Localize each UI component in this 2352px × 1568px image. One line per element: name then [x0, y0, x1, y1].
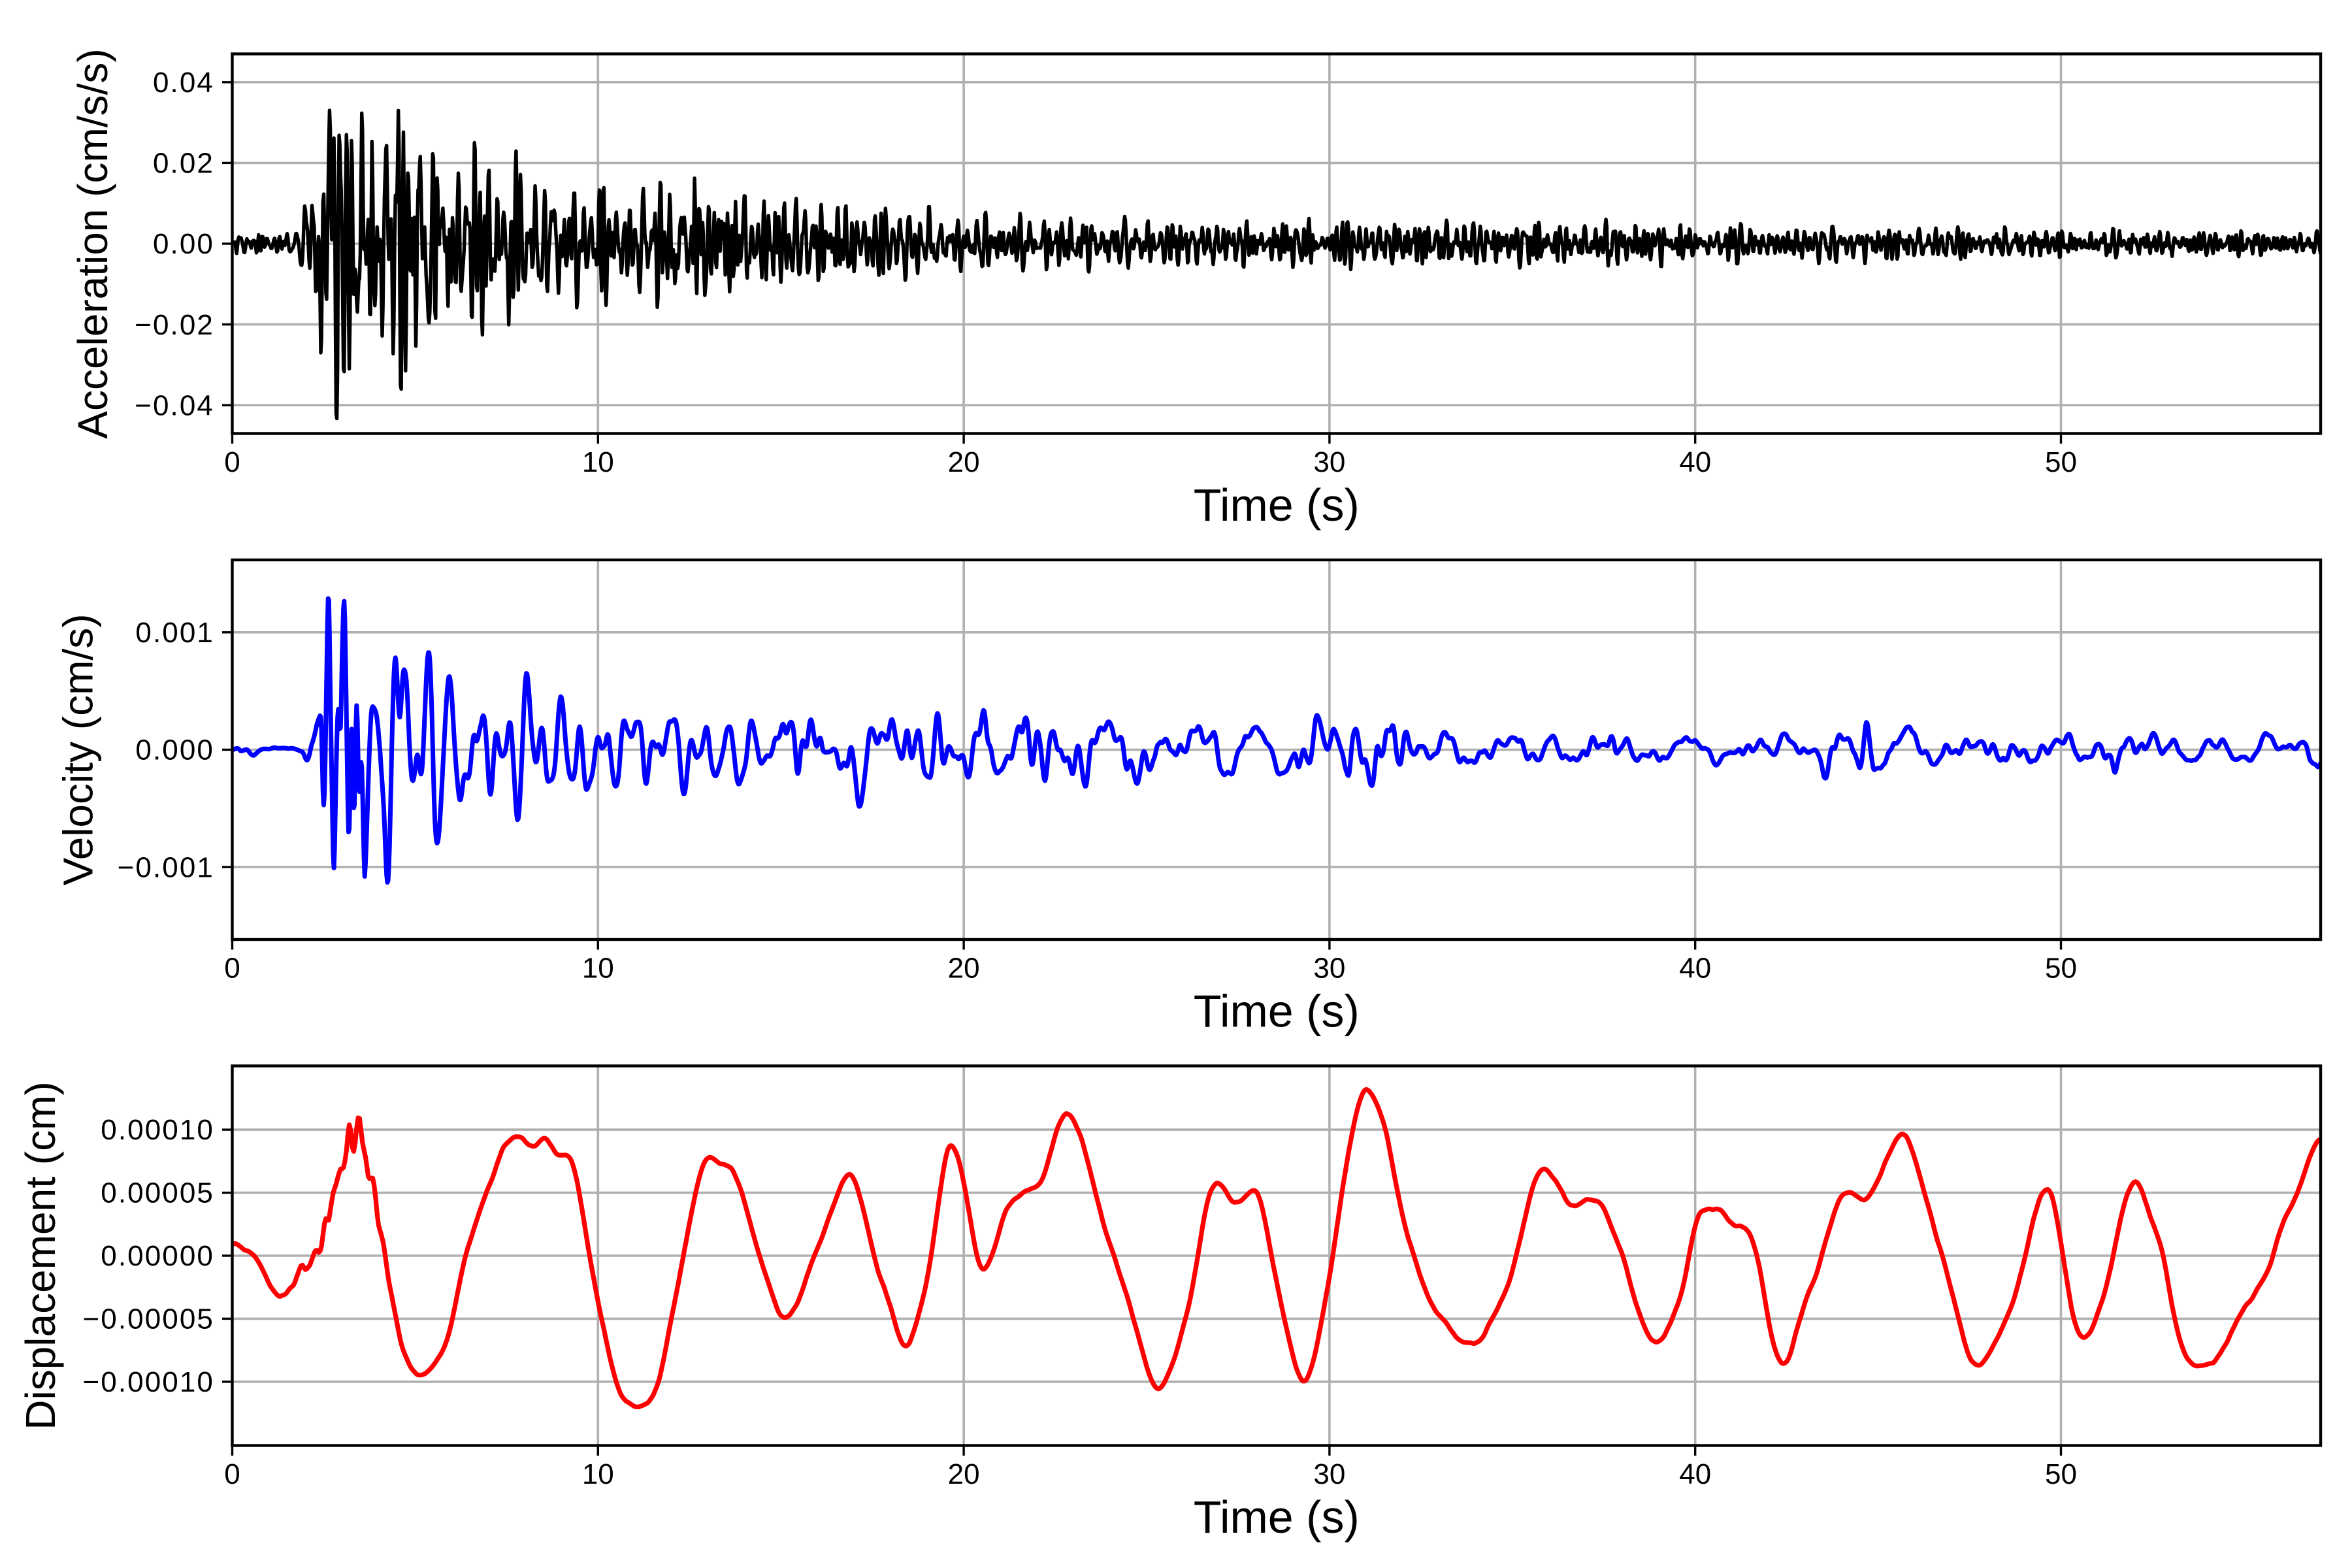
svg-text:40: 40	[1679, 1458, 1711, 1490]
svg-text:0.00010: 0.00010	[101, 1114, 214, 1146]
svg-text:20: 20	[948, 1458, 980, 1490]
svg-text:−0.00005: −0.00005	[82, 1303, 214, 1335]
svg-text:30: 30	[1313, 1458, 1345, 1490]
svg-text:−0.02: −0.02	[135, 309, 214, 341]
svg-text:10: 10	[582, 1458, 614, 1490]
svg-text:10: 10	[582, 446, 614, 478]
svg-text:0.00000: 0.00000	[101, 1240, 214, 1272]
svg-text:0: 0	[224, 446, 240, 478]
svg-text:Velocity (cm/s): Velocity (cm/s)	[55, 613, 102, 885]
svg-text:Displacement (cm): Displacement (cm)	[17, 1081, 64, 1429]
svg-text:30: 30	[1313, 446, 1345, 478]
svg-text:Time (s): Time (s)	[1194, 986, 1360, 1037]
svg-text:0: 0	[224, 1458, 240, 1490]
svg-text:40: 40	[1679, 953, 1711, 985]
svg-text:0.04: 0.04	[153, 67, 214, 99]
svg-text:30: 30	[1313, 953, 1345, 985]
svg-text:0.001: 0.001	[135, 617, 214, 649]
svg-text:0.00005: 0.00005	[101, 1177, 214, 1209]
svg-text:0.00: 0.00	[153, 228, 214, 260]
svg-text:50: 50	[2045, 953, 2077, 985]
svg-text:−0.00010: −0.00010	[82, 1366, 214, 1398]
svg-text:10: 10	[582, 953, 614, 985]
svg-text:Time (s): Time (s)	[1194, 480, 1360, 531]
svg-text:20: 20	[948, 953, 980, 985]
svg-text:0: 0	[224, 953, 240, 985]
svg-text:−0.04: −0.04	[135, 389, 214, 421]
svg-text:0.000: 0.000	[135, 734, 214, 766]
svg-text:0.02: 0.02	[153, 148, 214, 180]
svg-text:Time (s): Time (s)	[1194, 1492, 1360, 1543]
svg-text:50: 50	[2045, 446, 2077, 478]
svg-text:50: 50	[2045, 1458, 2077, 1490]
svg-text:Acceleration (cm/s/s): Acceleration (cm/s/s)	[69, 48, 116, 438]
svg-text:20: 20	[948, 446, 980, 478]
svg-text:−0.001: −0.001	[118, 851, 214, 883]
svg-text:40: 40	[1679, 446, 1711, 478]
